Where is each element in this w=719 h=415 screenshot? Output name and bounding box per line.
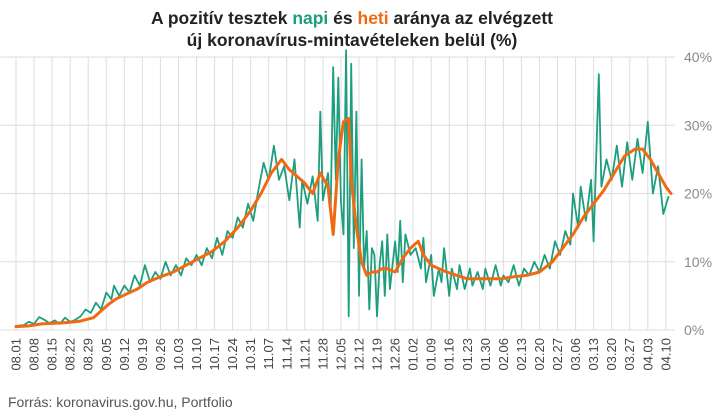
x-tick-label: 11.07 — [261, 338, 276, 370]
x-tick-label: 12.19 — [370, 338, 385, 371]
x-tick-label: 12.05 — [333, 338, 348, 371]
chart-title-line2: új koronavírus-mintavételeken belül (%) — [187, 30, 518, 50]
x-tick-label: 03.27 — [622, 338, 637, 371]
x-tick-label: 02.27 — [550, 338, 565, 371]
title-heti-word: heti — [358, 8, 389, 28]
x-tick-label: 08.15 — [45, 338, 60, 371]
x-tick-label: 09.19 — [135, 338, 150, 371]
title-napi-word: napi — [292, 8, 328, 28]
grid — [0, 56, 675, 331]
x-tick-label: 08.29 — [81, 338, 96, 371]
x-tick-label: 02.13 — [514, 338, 529, 371]
x-tick-label: 01.30 — [478, 338, 493, 371]
y-tick-label: 0% — [684, 322, 704, 338]
x-tick-label: 10.17 — [207, 338, 222, 371]
x-tick-label: 09.26 — [153, 338, 168, 371]
x-tick-label: 02.20 — [532, 338, 547, 371]
x-tick-label: 10.03 — [171, 338, 186, 371]
x-tick-label: 02.06 — [496, 338, 511, 371]
x-tick-label: 03.20 — [604, 338, 619, 371]
x-tick-label: 01.23 — [460, 338, 475, 371]
y-tick-label: 30% — [684, 117, 712, 133]
series-group — [14, 49, 673, 329]
x-tick-label: 03.13 — [586, 338, 601, 371]
x-tick-label: 10.24 — [225, 338, 240, 371]
x-tick-label: 11.14 — [279, 338, 294, 370]
x-tick-label: 01.09 — [424, 338, 439, 371]
x-tick-label: 01.16 — [442, 338, 457, 371]
title-part-b: és — [328, 8, 357, 28]
series-line-heti — [14, 116, 673, 329]
x-tick-label: 03.06 — [568, 338, 583, 371]
x-tick-label: 11.21 — [297, 338, 312, 370]
x-tick-label: 11.28 — [315, 338, 330, 370]
x-tick-label: 12.12 — [352, 338, 367, 371]
x-axis-ticks: 08.01 08.08 08.15 08.22 08.29 09.05 09.12 09.19… — [9, 338, 674, 371]
y-axis-ticks: 0% 10% 20% 30% 40% — [684, 49, 712, 338]
x-tick-label: 08.08 — [27, 338, 42, 371]
x-tick-label: 10.10 — [189, 338, 204, 371]
x-tick-label: 01.02 — [406, 338, 421, 371]
x-tick-label: 04.03 — [640, 338, 655, 371]
x-tick-label: 08.01 — [9, 338, 24, 371]
chart-title-line1: A pozitív tesztek napi és heti aránya az… — [151, 8, 553, 28]
source-note: Forrás: koronavirus.gov.hu, Portfolio — [8, 394, 233, 410]
x-tick-label: 09.05 — [99, 338, 114, 371]
y-tick-label: 10% — [684, 254, 712, 270]
y-tick-label: 40% — [684, 49, 712, 65]
y-tick-label: 20% — [684, 186, 712, 202]
x-tick-label: 04.10 — [658, 338, 673, 371]
x-tick-label: 09.12 — [117, 338, 132, 371]
title-part-c: aránya az elvégzett — [389, 8, 554, 28]
title-part-a: A pozitív tesztek — [151, 8, 292, 28]
x-tick-label: 12.26 — [388, 338, 403, 371]
x-tick-label: 08.22 — [63, 338, 78, 371]
series-line-napi — [15, 49, 670, 327]
x-tick-label: 10.31 — [243, 338, 258, 371]
